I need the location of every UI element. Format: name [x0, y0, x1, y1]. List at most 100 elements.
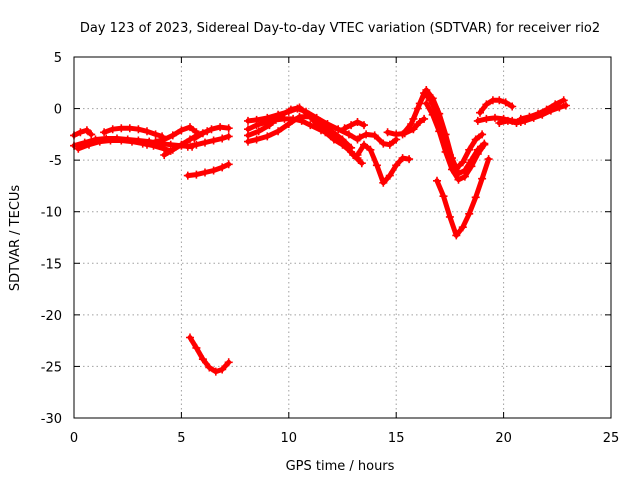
data-point-plus [458, 223, 467, 232]
data-point-plus [478, 130, 487, 139]
data-point-plus [448, 165, 456, 174]
data-point-plus [473, 150, 482, 158]
data-point-plus [216, 123, 225, 132]
series-track-a [70, 126, 96, 140]
data-point-plus [218, 365, 227, 374]
data-point-plus [151, 130, 160, 139]
data-point-plus [183, 142, 192, 151]
series-line [423, 100, 487, 183]
data-point-plus [224, 358, 233, 367]
data-point-plus [190, 134, 199, 143]
tick-layer: 0 5 10 15 20 25 -30 -25 -20 -15 -10 -5 0 5 [41, 51, 620, 446]
data-point-plus [495, 119, 504, 127]
data-point-plus [87, 130, 96, 139]
data-point-plus [327, 131, 336, 140]
series-line [342, 119, 367, 131]
data-point-plus [186, 333, 194, 342]
data-point-plus [284, 107, 293, 116]
data-point-plus [209, 136, 218, 145]
series-track-n [244, 114, 366, 168]
data-point-plus [177, 126, 186, 135]
data-point-plus [495, 96, 504, 105]
y-tick-label: 0 [54, 103, 62, 118]
x-tick-label: 20 [495, 431, 512, 446]
plot-frame [73, 56, 612, 419]
data-point-plus [460, 172, 469, 181]
data-point-plus [244, 116, 252, 125]
y-tick-label: -20 [41, 309, 62, 324]
data-point-plus [415, 118, 424, 126]
data-point-plus [366, 145, 375, 154]
data-point-plus [439, 192, 448, 201]
data-point-plus [471, 135, 480, 144]
data-point-plus [385, 171, 394, 180]
data-point-plus [353, 151, 362, 159]
y-axis-label: SDTVAR / TECUs [8, 185, 23, 292]
data-point-plus [334, 125, 343, 134]
data-point-plus [263, 132, 272, 141]
data-point-plus [106, 136, 115, 145]
series-track-v [476, 96, 517, 117]
data-point-plus [168, 145, 177, 154]
data-point-plus [95, 137, 104, 146]
data-point-plus [252, 135, 261, 144]
data-point-plus [379, 139, 388, 148]
grid-layer [74, 57, 611, 418]
series-track-i [183, 160, 233, 180]
data-point-plus [143, 140, 151, 149]
series-track-g [183, 132, 233, 151]
data-point-plus [433, 176, 441, 185]
series-track-x [433, 155, 493, 240]
data-point-plus [512, 119, 521, 127]
data-point-plus [76, 128, 85, 137]
data-point-plus [302, 107, 310, 116]
data-point-plus [289, 114, 298, 123]
data-point-plus [458, 158, 467, 167]
y-tick-label: 5 [54, 51, 62, 66]
series-track-r [383, 114, 429, 139]
data-point-plus [108, 125, 117, 134]
data-point-plus [508, 102, 517, 111]
data-point-plus [297, 116, 306, 125]
data-point-plus [435, 127, 444, 136]
data-point-plus [323, 120, 332, 128]
data-point-plus [465, 209, 474, 218]
series-track-h [190, 123, 233, 143]
data-point-plus [218, 134, 227, 143]
x-axis-label: GPS time / hours [286, 459, 395, 474]
data-point-plus [478, 174, 487, 183]
data-point-plus [405, 155, 414, 164]
data-point-plus [347, 121, 356, 130]
data-point-plus [100, 128, 109, 137]
data-point-plus [274, 127, 283, 136]
data-point-plus [409, 125, 418, 134]
y-tick-label: -15 [41, 257, 62, 272]
data-point-plus [357, 159, 366, 168]
data-point-plus [435, 109, 444, 118]
data-point-plus [407, 120, 416, 128]
data-point-plus [177, 140, 186, 149]
data-point-plus [340, 124, 349, 133]
series-track-j [186, 333, 233, 376]
data-point-plus [125, 124, 134, 133]
series-line [75, 138, 174, 154]
data-point-plus [344, 130, 353, 139]
data-point-plus [360, 140, 368, 149]
data-point-plus [192, 343, 201, 352]
data-point-plus [480, 140, 489, 149]
data-point-plus [392, 161, 401, 170]
series-track-t [409, 86, 489, 178]
data-point-plus [338, 138, 347, 147]
x-tick-label: 10 [281, 431, 298, 446]
data-point-plus [134, 125, 143, 134]
data-point-plus [441, 147, 450, 156]
data-point-plus [209, 166, 218, 175]
data-point-plus [409, 114, 418, 123]
data-point-plus [379, 178, 388, 187]
data-point-plus [362, 130, 371, 139]
data-point-plus [198, 355, 207, 364]
data-point-plus [160, 151, 169, 159]
data-point-plus [476, 108, 484, 117]
data-point-plus [160, 135, 169, 144]
